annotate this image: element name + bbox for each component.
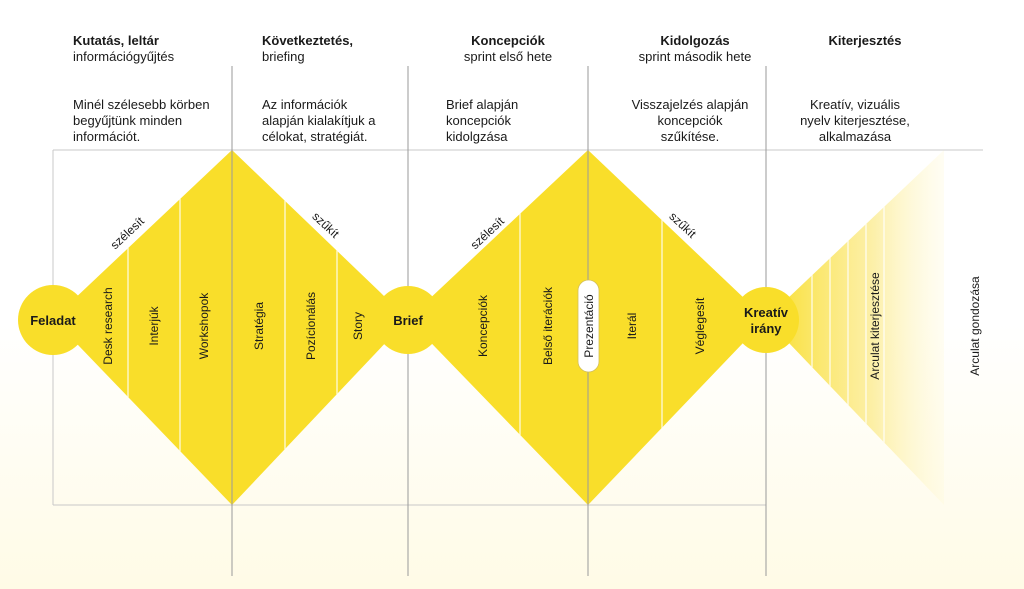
desc-line: Minél szélesebb körben (73, 97, 210, 112)
desc-line: Az információk (262, 97, 348, 112)
column-header-research: Kutatás, leltár információgyűjtés (73, 33, 174, 65)
column-title: Kutatás, leltár (73, 33, 159, 48)
presentation-label: Prezentáció (582, 294, 596, 358)
desc-line: Brief alapján (446, 97, 519, 112)
column-title: Koncepciók (471, 33, 545, 48)
step-pozicionalas: Pozícionálás (304, 292, 318, 360)
presentation-pill: Prezentáció (577, 279, 600, 373)
desc-line: szűkítése. (660, 129, 720, 144)
node-brief: Brief (374, 286, 442, 354)
desc-line: célokat, stratégiát. (262, 129, 368, 144)
column-title: Kiterjesztés (828, 33, 902, 48)
extension-fan (766, 150, 944, 505)
column-title: Kidolgozás (660, 33, 730, 48)
column-desc-briefing: Az információk alapján kialakítjuk a cél… (262, 97, 375, 145)
column-title: Következtetés, (262, 33, 354, 48)
step-story: Story (351, 312, 365, 340)
step-desk-research: Desk research (101, 287, 115, 364)
step-workshopok: Workshopok (197, 292, 211, 359)
node-label: Kreatív (744, 305, 789, 320)
desc-line: koncepciók (446, 113, 512, 128)
column-header-extension: Kiterjesztés (800, 33, 930, 49)
node-label: Brief (393, 313, 423, 328)
diamond-1 (53, 150, 408, 505)
desc-line: alapján kialakítjuk a (262, 113, 376, 128)
column-subtitle: információgyűjtés (73, 49, 175, 64)
column-desc-development: Visszajelzés alapján koncepciók szűkítés… (615, 97, 765, 145)
desc-line: alkalmazása (818, 129, 892, 144)
column-subtitle: briefing (262, 49, 305, 64)
step-arculat-kiterjesztese: Arculat kiterjesztése (868, 272, 882, 380)
step-veglegesit: Véglegesít (693, 297, 707, 354)
step-iteral: Iterál (625, 313, 639, 340)
desc-line: koncepciók (657, 113, 723, 128)
column-header-briefing: Következtetés, briefing (262, 33, 353, 65)
column-header-development: Kidolgozás sprint második hete (620, 33, 770, 65)
step-arculat-gondozasa: Arculat gondozása (968, 276, 982, 376)
column-header-concepts: Koncepciók sprint első hete (448, 33, 568, 65)
node-feladat: Feladat (18, 285, 88, 355)
desc-line: begyűjtünk minden (73, 113, 183, 128)
desc-line: kidolgzása (446, 129, 508, 144)
step-belso-iteraciok: Belső iterációk (541, 286, 555, 365)
step-strategia: Stratégia (252, 302, 266, 350)
desc-line: nyelv kiterjesztése, (800, 113, 910, 128)
step-interjuk: Interjúk (147, 305, 161, 345)
node-label: Feladat (30, 313, 76, 328)
node-kreativ-irany: Kreatív irány (733, 287, 799, 353)
desc-line: Kreatív, vizuális (809, 97, 901, 112)
desc-line: Visszajelzés alapján (631, 97, 749, 112)
column-desc-concepts: Brief alapján koncepciók kidolgzása (446, 97, 518, 145)
column-subtitle: sprint első hete (463, 49, 553, 64)
desc-line: információt. (73, 129, 141, 144)
column-desc-research: Minél szélesebb körben begyűjtünk minden… (73, 97, 210, 145)
column-subtitle: sprint második hete (638, 49, 752, 64)
column-desc-extension: Kreatív, vizuális nyelv kiterjesztése, a… (790, 97, 920, 145)
node-label: irány (750, 321, 782, 336)
step-koncepciok: Koncepciók (476, 294, 490, 357)
